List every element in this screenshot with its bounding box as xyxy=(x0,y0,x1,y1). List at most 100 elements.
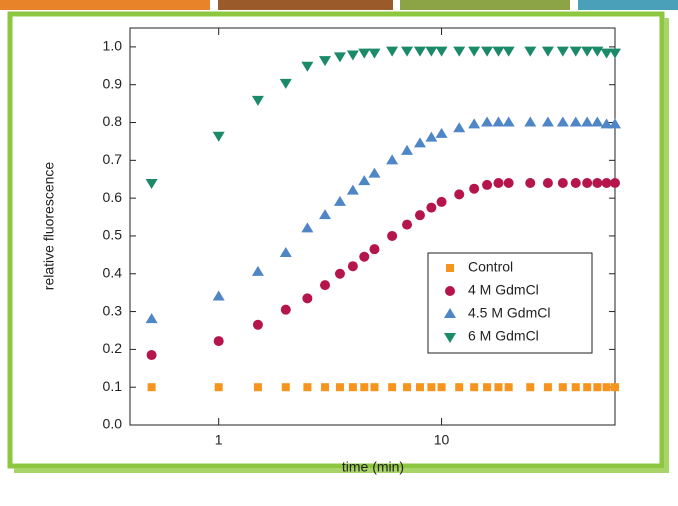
y-tick-label: 0.4 xyxy=(103,264,123,280)
marker xyxy=(387,230,398,241)
marker xyxy=(445,286,455,296)
marker xyxy=(446,264,454,272)
marker xyxy=(611,383,619,392)
marker xyxy=(482,179,493,190)
legend-label: 6 M GdmCl xyxy=(468,328,539,344)
marker xyxy=(592,178,603,189)
marker xyxy=(570,178,581,189)
marker xyxy=(543,383,552,392)
marker xyxy=(481,116,494,127)
marker xyxy=(609,118,621,129)
marker xyxy=(444,308,456,318)
marker xyxy=(610,178,620,189)
marker xyxy=(556,46,569,57)
y-tick-label: 0.2 xyxy=(103,340,123,356)
marker xyxy=(386,154,399,165)
marker xyxy=(279,78,292,89)
legend-box xyxy=(427,252,593,354)
marker xyxy=(253,383,262,392)
marker xyxy=(582,178,593,189)
marker xyxy=(413,46,426,57)
marker xyxy=(503,178,514,189)
y-tick-label: 0.6 xyxy=(103,189,123,205)
marker xyxy=(251,265,264,276)
y-tick-label: 0.0 xyxy=(103,416,123,432)
marker xyxy=(502,46,515,57)
marker xyxy=(401,46,414,57)
marker xyxy=(493,178,504,189)
marker xyxy=(558,383,567,392)
x-axis-label: time (min) xyxy=(342,459,404,475)
marker xyxy=(359,251,370,262)
marker xyxy=(453,46,466,57)
marker xyxy=(454,189,465,200)
marker xyxy=(571,383,580,392)
marker xyxy=(279,246,292,257)
marker xyxy=(481,46,494,57)
marker xyxy=(415,383,424,392)
marker xyxy=(492,116,505,127)
marker xyxy=(301,222,314,233)
marker xyxy=(581,116,594,127)
y-tick-label: 0.3 xyxy=(103,302,123,318)
marker xyxy=(502,116,515,127)
marker xyxy=(346,184,359,195)
header-tile xyxy=(400,0,570,10)
marker xyxy=(212,290,225,301)
marker xyxy=(593,383,602,392)
x-tick-label: 10 xyxy=(434,432,450,448)
marker xyxy=(368,48,381,59)
marker xyxy=(425,131,438,142)
marker xyxy=(368,167,381,178)
marker xyxy=(386,46,399,57)
legend-label: Control xyxy=(468,259,513,275)
plot-frame xyxy=(129,27,616,426)
marker xyxy=(334,268,345,279)
marker xyxy=(303,383,312,392)
y-tick-label: 0.5 xyxy=(103,227,123,243)
y-tick-label: 0.1 xyxy=(103,378,123,394)
marker xyxy=(212,131,225,142)
marker xyxy=(413,137,426,148)
marker xyxy=(321,383,330,392)
marker xyxy=(494,383,503,392)
marker xyxy=(335,383,344,392)
marker xyxy=(403,383,412,392)
marker xyxy=(319,209,332,220)
marker xyxy=(453,122,466,133)
marker xyxy=(541,46,554,57)
marker xyxy=(401,144,414,155)
y-axis-label: relative fluorescence xyxy=(41,162,57,291)
marker xyxy=(347,261,358,272)
marker xyxy=(348,383,357,392)
marker xyxy=(525,178,536,189)
marker xyxy=(360,383,369,392)
marker xyxy=(281,383,290,392)
marker xyxy=(388,383,397,392)
marker xyxy=(435,127,448,138)
marker xyxy=(591,46,604,57)
y-tick-label: 0.8 xyxy=(103,113,123,129)
marker xyxy=(435,46,448,57)
marker xyxy=(437,383,446,392)
marker xyxy=(504,383,513,392)
marker xyxy=(301,61,314,72)
marker xyxy=(346,50,359,61)
marker xyxy=(436,196,447,207)
marker xyxy=(526,383,535,392)
marker xyxy=(583,383,592,392)
marker xyxy=(146,350,157,361)
marker xyxy=(557,178,568,189)
x-tick-label: 1 xyxy=(215,432,223,448)
marker xyxy=(358,48,371,59)
marker xyxy=(541,116,554,127)
marker xyxy=(358,175,371,186)
marker xyxy=(333,52,346,63)
marker xyxy=(600,48,613,59)
legend-label: 4 M GdmCl xyxy=(468,282,539,298)
marker xyxy=(601,178,612,189)
marker xyxy=(591,116,604,127)
header-tile xyxy=(218,0,393,10)
marker xyxy=(569,46,582,57)
